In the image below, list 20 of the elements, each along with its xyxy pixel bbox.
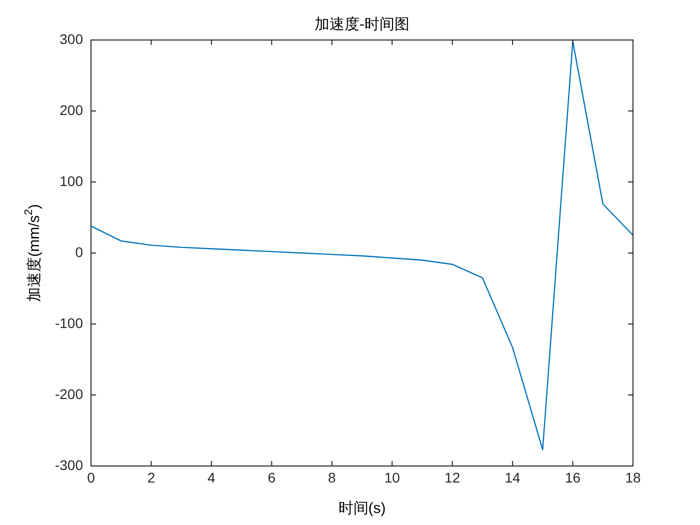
x-tick-label: 16 xyxy=(564,469,581,486)
x-tick-label: 4 xyxy=(208,469,216,486)
x-tick-label: 0 xyxy=(87,469,96,486)
x-tick-label: 12 xyxy=(444,469,460,486)
x-tick-label: 8 xyxy=(328,469,336,486)
x-tick-label: 14 xyxy=(504,469,521,486)
y-axis-title: 加速度(mm/s2) xyxy=(23,204,44,302)
y-tick-label: -100 xyxy=(54,314,84,331)
y-tick-label: 100 xyxy=(60,172,84,189)
x-tick-label: 2 xyxy=(147,469,156,486)
x-tick-label: 10 xyxy=(384,469,400,486)
y-tick-label: -300 xyxy=(54,456,84,473)
x-axis-title: 时间(s) xyxy=(338,500,386,518)
chart-title: 加速度-时间图 xyxy=(314,16,410,34)
y-tick-label: -200 xyxy=(54,386,84,402)
y-tick-label: 0 xyxy=(75,244,84,260)
y-tick-label: 300 xyxy=(60,30,84,47)
y-tick-label: 200 xyxy=(60,102,84,118)
x-tick-label: 18 xyxy=(625,469,641,486)
x-tick-label: 6 xyxy=(268,469,276,486)
